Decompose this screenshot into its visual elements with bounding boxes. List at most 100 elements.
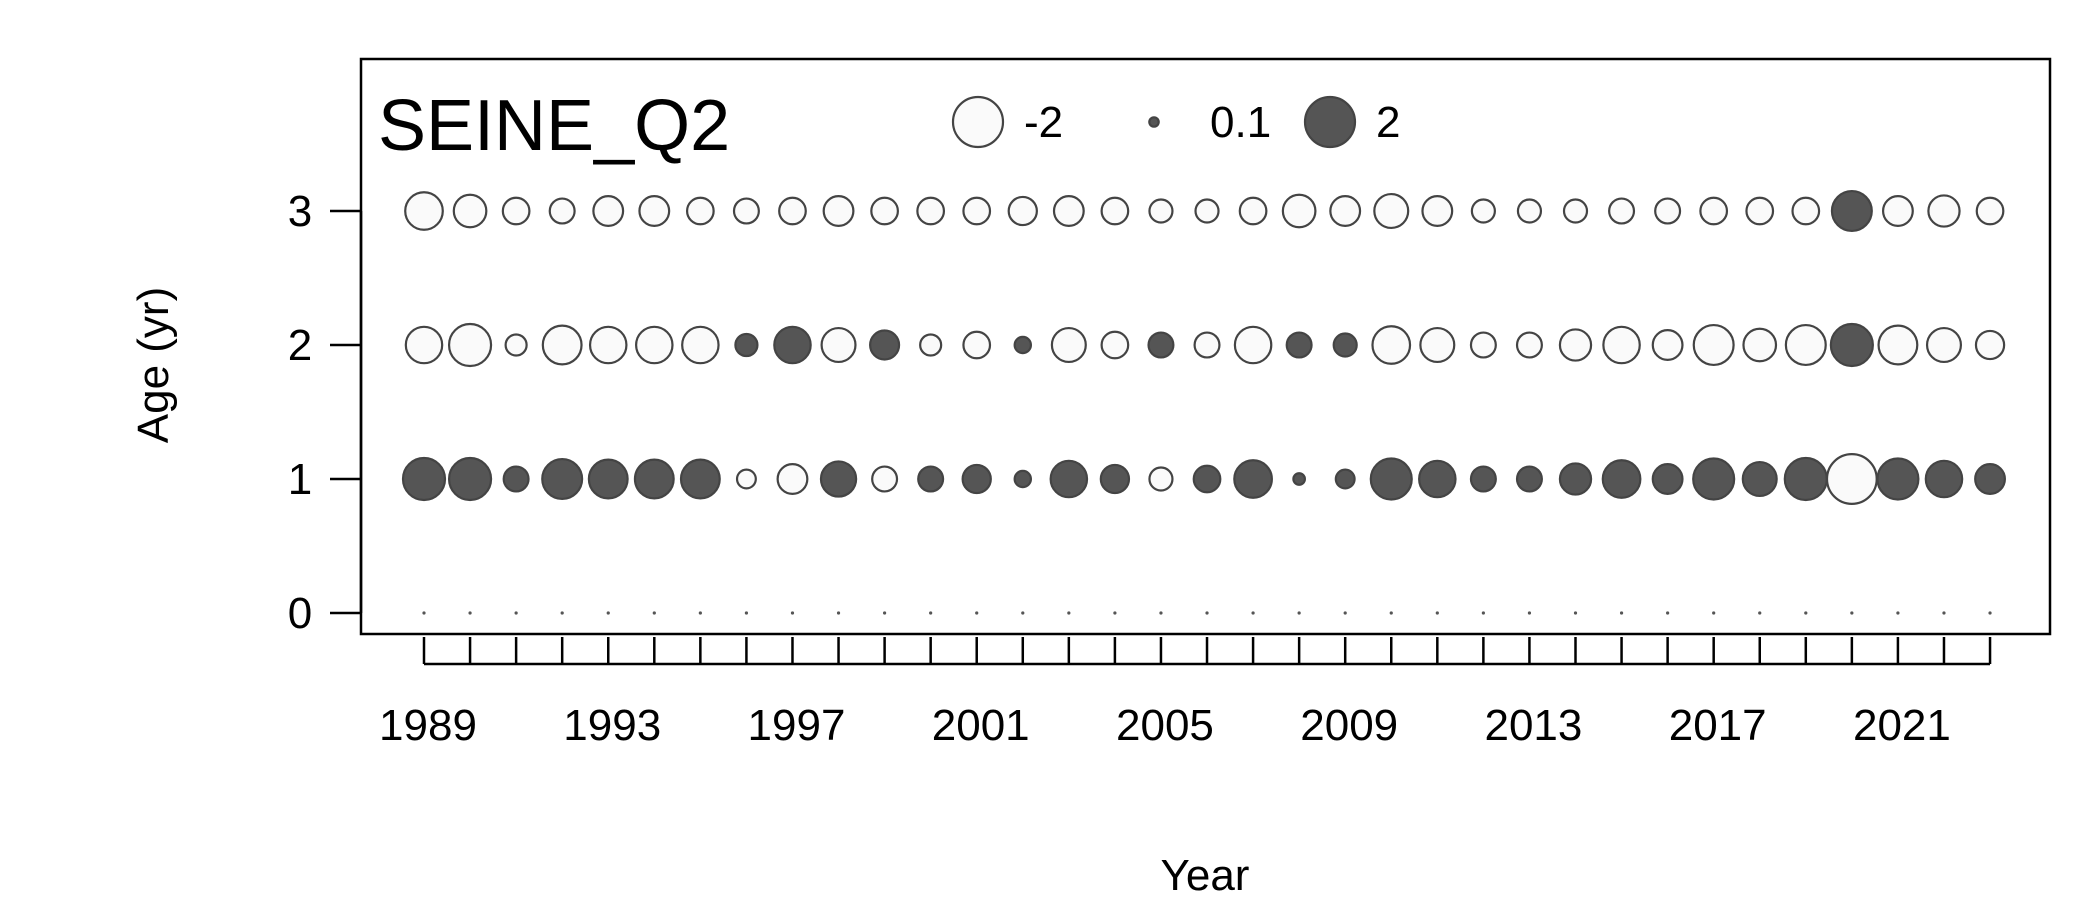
bubble-age0-2014	[1573, 611, 1578, 615]
bubble-age0-2020	[1850, 611, 1854, 615]
bubble-age0-2007	[1251, 611, 1255, 615]
bubble-age2-1998	[820, 326, 857, 364]
bubble-age1-2010	[1369, 457, 1413, 501]
bubble-age3-2021	[1881, 195, 1914, 227]
bubble-age1-1993	[587, 458, 629, 500]
bubble-age1-2022	[1924, 459, 1964, 499]
bubble-age2-2022	[1925, 326, 1963, 364]
bubble-age2-1993	[588, 325, 628, 365]
bubble-age1-1992	[541, 457, 584, 501]
bubble-age0-2022	[1942, 611, 1946, 615]
bubble-age2-2015	[1602, 325, 1641, 365]
bubble-age0-1994	[652, 611, 656, 615]
bubble-age2-1989	[404, 325, 444, 365]
bubble-age3-2007	[1238, 196, 1268, 226]
bubble-age3-2001	[962, 196, 992, 226]
bubble-age2-2000	[919, 333, 943, 357]
bubble-age2-2023	[1974, 329, 2006, 361]
x-axis-label: Year	[1161, 851, 1250, 900]
bubble-age3-1995	[685, 196, 715, 226]
bubble-age2-2004	[1100, 330, 1130, 360]
bubble-age1-2014	[1558, 462, 1593, 496]
x-tick-label-2021: 2021	[1853, 701, 1951, 750]
bubble-age3-1992	[548, 197, 576, 225]
bubble-age3-1996	[732, 197, 760, 225]
bubble-age1-1989	[401, 456, 447, 502]
bubble-age3-1993	[592, 195, 625, 227]
x-tick-label-2009: 2009	[1300, 701, 1398, 750]
bubble-age3-1991	[501, 196, 531, 226]
bubble-age0-2005	[1159, 611, 1163, 615]
bubble-age1-2018	[1741, 460, 1778, 498]
bubble-age0-2018	[1758, 611, 1762, 615]
bubble-age3-2011	[1421, 195, 1454, 227]
bubble-age1-2019	[1783, 456, 1828, 502]
bubble-age3-1999	[870, 196, 899, 226]
bubble-age0-2012	[1481, 611, 1485, 615]
bubble-age0-1990	[468, 611, 472, 615]
y-tick-label-0: 0	[288, 589, 312, 638]
bubble-age3-1994	[638, 195, 671, 227]
bubble-age2-1995	[681, 325, 720, 365]
bubble-age2-1999	[869, 329, 901, 361]
bubble-age0-1997	[790, 611, 795, 615]
bubble-age3-2020	[1830, 189, 1873, 233]
bubble-age3-2016	[1654, 197, 1682, 225]
bubble-age0-1996	[744, 611, 749, 615]
bubble-age0-1989	[422, 611, 426, 615]
bubble-age2-2011	[1419, 326, 1456, 364]
bubble-age1-2005	[1148, 466, 1174, 492]
bubble-age2-1996	[734, 332, 759, 358]
bubble-age2-2006	[1193, 331, 1221, 359]
legend: -2 0.1 2	[951, 95, 1400, 149]
bubble-age1-1999	[871, 465, 899, 493]
bubble-age0-2019	[1804, 611, 1808, 615]
bubble-age2-1992	[541, 324, 583, 366]
bubble-age1-1995	[679, 458, 721, 500]
y-tick-label-1: 1	[288, 455, 312, 504]
bubble-age2-2005	[1147, 331, 1175, 359]
bubble-age0-1998	[836, 611, 841, 615]
bubble-age2-1991	[504, 333, 528, 357]
y-tick-label-3: 3	[288, 187, 312, 236]
bubble-age1-2007	[1233, 459, 1273, 499]
bubble-age3-2006	[1194, 198, 1220, 224]
bubble-age1-2012	[1469, 465, 1497, 493]
y-axis-label: Age (yr)	[129, 287, 178, 443]
bubble-age2-2009	[1332, 332, 1358, 358]
bubble-age3-2010	[1373, 192, 1410, 230]
x-tick-label-1993: 1993	[563, 701, 661, 750]
bubble-age1-2020	[1825, 453, 1878, 505]
bubble-age2-1994	[635, 325, 674, 365]
bubble-age1-1990	[447, 456, 493, 502]
bubble-age3-2022	[1927, 194, 1961, 228]
bubble-age3-2018	[1745, 196, 1775, 226]
bubble-age3-2014	[1562, 198, 1589, 224]
bubble-age1-2001	[961, 463, 992, 495]
bubble-age0-2011	[1435, 611, 1439, 615]
bubble-age1-2023	[1974, 463, 2006, 495]
bubble-age1-1998	[819, 460, 858, 498]
bubble-age3-2019	[1791, 196, 1821, 226]
bubble-age0-2010	[1389, 611, 1393, 615]
bubble-age0-2016	[1666, 611, 1670, 615]
bubble-age1-2003	[1049, 459, 1089, 499]
bubble-age1-2011	[1418, 459, 1457, 499]
bubble-age1-2016	[1651, 463, 1684, 495]
bubble-age1-2004	[1099, 463, 1131, 495]
bubble-age2-2007	[1233, 325, 1273, 365]
bubble-age0-1991	[514, 611, 518, 615]
bubble-age0-2003	[1067, 611, 1071, 615]
bubble-age1-1996	[735, 468, 757, 490]
bubble-age0-2009	[1343, 611, 1347, 615]
bubble-age3-2009	[1329, 195, 1362, 227]
bubble-age2-2017	[1692, 323, 1735, 367]
bubble-age2-1997	[773, 325, 812, 365]
bubble-age3-1990	[452, 193, 488, 229]
legend-bubble--2	[951, 95, 1005, 149]
bubble-age3-2000	[916, 196, 946, 226]
x-tick-label-2005: 2005	[1116, 701, 1214, 750]
bubble-age2-2012	[1469, 331, 1497, 359]
bubble-age0-2001	[975, 611, 979, 615]
